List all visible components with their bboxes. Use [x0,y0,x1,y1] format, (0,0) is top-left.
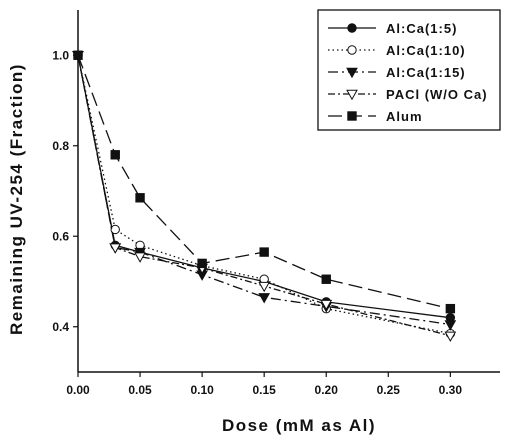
data-point [73,50,83,60]
legend-label: Al:Ca(1:10) [386,43,466,58]
data-point [321,274,331,284]
legend-label: PACl (W/O Ca) [386,87,488,102]
data-point [135,193,145,203]
x-axis-title: Dose (mM as Al) [222,416,376,435]
data-point [134,252,146,263]
data-point [320,299,333,311]
x-tick-label: 0.25 [377,383,401,397]
data-point [109,243,122,254]
data-point [197,258,207,269]
x-tick-label: 0.15 [252,383,276,397]
y-tick-label: 1.0 [52,48,69,62]
legend: Al:Ca(1:5) Al:Ca(1:10) Al:Ca(1:15) PACl (W/… [317,9,501,131]
x-tick-label: 0.00 [66,383,90,397]
y-tick-label: 0.6 [52,229,69,243]
legend-marker [346,67,358,79]
series-5 [73,50,456,314]
data-point [444,331,457,343]
data-point [259,247,269,257]
data-point [445,303,456,314]
legend-label: Al:Ca(1:5) [386,21,457,36]
legend-label: Alum [386,109,423,124]
legend-label: Al:Ca(1:15) [386,65,466,80]
legend-entry: Al:Ca(1:10) [328,43,466,58]
legend-entry: Al:Ca(1:5) [328,21,457,36]
data-point [258,281,271,293]
x-tick-label: 0.30 [439,383,463,397]
y-axis-title: Remaining UV-254 (Fraction) [7,63,26,335]
data-point [110,150,120,160]
x-tick-label: 0.05 [128,383,152,397]
x-tick-label: 0.20 [315,383,339,397]
legend-entry: Al:Ca(1:15) [328,65,466,80]
legend-marker [347,111,357,121]
legend-marker [347,45,357,55]
y-tick-label: 0.8 [52,139,69,153]
data-point [110,224,120,235]
legend-entry: Alum [328,109,423,124]
legend-marker [347,23,357,33]
axis-ticks: 0.00 0.05 0.10 0.15 0.20 0.25 0.30 0.4 0.6 0.8 1.0 [52,48,462,397]
data-point [444,320,457,331]
x-tick-label: 0.10 [190,383,214,397]
legend-entry: PACl (W/O Ca) [328,87,488,102]
data-point [258,293,271,304]
series-layer [72,50,457,343]
plot-axes [77,10,500,373]
legend-marker [346,89,358,101]
y-tick-label: 0.4 [52,320,69,334]
